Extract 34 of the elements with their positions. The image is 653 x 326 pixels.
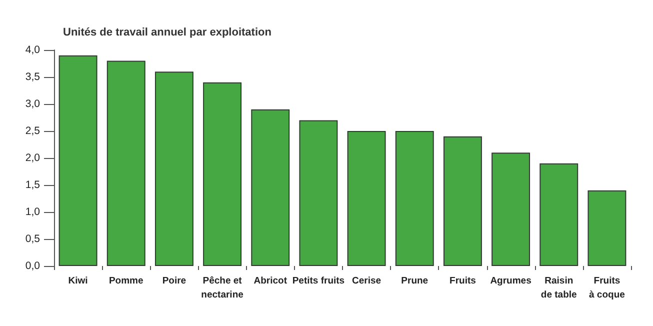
bar	[347, 131, 386, 266]
x-tick-label: Agrumes	[490, 276, 532, 286]
x-tick-label: Kiwi	[68, 276, 88, 286]
x-tick-label: Abricot	[254, 276, 288, 286]
x-tick-label: Pêche et nectarine	[201, 276, 244, 300]
y-tick-label: 1,5	[25, 179, 40, 191]
y-tick-label: 3,5	[25, 71, 40, 83]
y-tick-label: 0,5	[25, 233, 40, 245]
bar	[106, 60, 146, 266]
bar	[540, 163, 578, 266]
x-tick-label: Poire	[162, 276, 186, 286]
y-tick-label: 0,0	[25, 260, 40, 272]
x-tick-label: Cerise	[352, 276, 382, 286]
bar	[443, 136, 482, 266]
bar	[492, 152, 530, 266]
bar	[395, 131, 434, 266]
x-tick-label: Pomme	[108, 276, 144, 286]
y-tick-label: 3,0	[25, 98, 40, 110]
bar	[58, 55, 98, 266]
x-tick-label: Fruits à coque	[589, 276, 625, 300]
bar	[299, 120, 338, 266]
x-tick-label: Raisin de table	[540, 276, 577, 300]
x-tick-label: Fruits	[450, 276, 476, 286]
y-tick-label: 1,0	[25, 206, 40, 218]
y-axis-title: Unités de travail annuel par exploitation	[63, 26, 272, 38]
bar	[154, 72, 194, 266]
x-tick-label: Petits fruits	[292, 276, 345, 286]
bar	[251, 109, 290, 266]
x-tick-label: Prune	[401, 276, 428, 286]
y-tick-label: 2,5	[25, 125, 40, 137]
bar	[588, 190, 626, 266]
y-tick-label: 4,0	[25, 44, 40, 56]
y-tick-label: 2,0	[25, 152, 40, 164]
bar	[203, 82, 242, 266]
